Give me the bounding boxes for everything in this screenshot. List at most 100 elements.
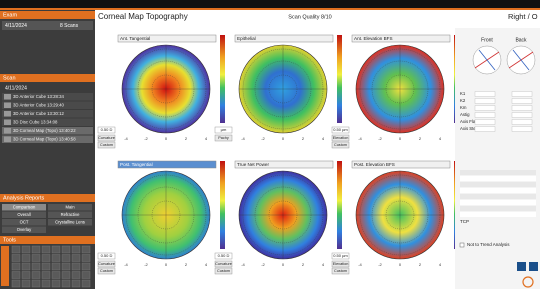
- label: 4/11/2024: [5, 85, 27, 91]
- tool-icon[interactable]: [72, 272, 80, 279]
- button-label: Custom: [217, 269, 230, 273]
- step-label: 0.50 µm: [333, 127, 348, 132]
- tool-icon[interactable]: [52, 246, 60, 253]
- map-title: Epithelial: [237, 36, 256, 41]
- tool-icon[interactable]: [62, 263, 70, 270]
- tool-icon[interactable]: [32, 272, 40, 279]
- value-box: [475, 120, 495, 125]
- button-label: OCT: [20, 219, 29, 224]
- tool-icon[interactable]: [62, 272, 70, 279]
- tool-icon[interactable]: [82, 272, 90, 279]
- button-label: Overall: [17, 212, 30, 217]
- tool-icon[interactable]: [42, 263, 50, 270]
- scan-icon: [4, 137, 11, 143]
- tool-icon[interactable]: [62, 280, 70, 287]
- map-title: Ant. Tangential: [120, 36, 150, 41]
- key-label: K2: [460, 98, 466, 103]
- tool-icon[interactable]: [42, 255, 50, 262]
- value-box: [475, 99, 495, 104]
- button-label: Curvature: [98, 262, 115, 266]
- tool-icon[interactable]: [52, 280, 60, 287]
- button-label: Curvature: [98, 136, 115, 140]
- logo-icon[interactable]: [517, 262, 526, 271]
- tool-icon[interactable]: [12, 255, 20, 262]
- tool-icon[interactable]: [12, 246, 20, 253]
- value-box: [512, 127, 532, 132]
- tool-icon[interactable]: [52, 263, 60, 270]
- tool-icon[interactable]: [52, 255, 60, 262]
- tool-icon[interactable]: [62, 246, 70, 253]
- value-box: [475, 127, 495, 132]
- color-scale: [220, 161, 225, 249]
- tool-icon[interactable]: [22, 246, 30, 253]
- button-label: Custom: [100, 269, 113, 273]
- tool-icon[interactable]: [72, 255, 80, 262]
- tool-icon[interactable]: [82, 280, 90, 287]
- table-row: [460, 176, 536, 181]
- button-label: Custom: [334, 269, 347, 273]
- checkbox-label: Not to Trend Analysis: [467, 242, 510, 247]
- map-title: Post. Tangential: [120, 162, 153, 167]
- section-title: Tools: [3, 237, 16, 243]
- step-label: 0.50 D: [218, 253, 230, 258]
- tool-tab: [1, 246, 9, 286]
- label: 8 Scans: [60, 23, 79, 29]
- step-label: µm: [221, 127, 227, 132]
- table-row: [460, 182, 536, 187]
- tool-icon[interactable]: [32, 263, 40, 270]
- tool-icon[interactable]: [72, 280, 80, 287]
- tool-icon[interactable]: [82, 246, 90, 253]
- color-scale: [337, 35, 342, 123]
- map-title: Post. Elevation BFS: [354, 162, 395, 167]
- tool-icon[interactable]: [12, 272, 20, 279]
- scan-icon: [4, 128, 11, 134]
- checkbox[interactable]: [460, 243, 464, 247]
- label: 3D Anterior Cube 13:29:40: [13, 102, 64, 107]
- map-title: Ant. Elevation BFS: [354, 36, 393, 41]
- tool-icon[interactable]: [62, 255, 70, 262]
- label: Back: [515, 37, 527, 43]
- table-row: [460, 206, 536, 211]
- tool-icon[interactable]: [32, 255, 40, 262]
- value-box: [475, 106, 495, 111]
- button-label: Curvature: [215, 262, 232, 266]
- label: Front: [481, 37, 493, 43]
- value-box: [512, 106, 532, 111]
- tool-icon[interactable]: [82, 263, 90, 270]
- value-box: [475, 92, 495, 97]
- tool-icon[interactable]: [42, 246, 50, 253]
- logo-icon[interactable]: [529, 262, 538, 271]
- tool-icon[interactable]: [22, 272, 30, 279]
- scan-icon: [4, 120, 11, 126]
- tool-icon[interactable]: [42, 272, 50, 279]
- color-scale: [337, 161, 342, 249]
- table-row: [460, 170, 536, 175]
- tool-icon[interactable]: [22, 280, 30, 287]
- step-label: 0.50 D: [101, 253, 113, 258]
- tool-icon[interactable]: [32, 246, 40, 253]
- tool-icon[interactable]: [22, 263, 30, 270]
- tool-icon[interactable]: [12, 263, 20, 270]
- value-box: [512, 92, 532, 97]
- page-title: Corneal Map Topography: [98, 12, 188, 21]
- scan-icon: [4, 103, 11, 109]
- label: 3D Corneal Map (Topo) 13:40:22: [13, 128, 76, 133]
- button-label: Elevation: [333, 262, 349, 266]
- tool-icon[interactable]: [22, 255, 30, 262]
- step-label: 0.50 D: [101, 127, 113, 132]
- key-label: Astig: [460, 112, 470, 117]
- scan-icon: [4, 111, 11, 117]
- button-label: Elevation: [333, 136, 349, 140]
- table-row: [460, 212, 536, 217]
- tool-icon[interactable]: [12, 280, 20, 287]
- tool-icon[interactable]: [52, 272, 60, 279]
- tool-icon[interactable]: [72, 246, 80, 253]
- tool-icon[interactable]: [42, 280, 50, 287]
- tool-icon[interactable]: [32, 280, 40, 287]
- table-label: TCP: [460, 219, 469, 224]
- key-label: K1: [460, 91, 466, 96]
- tool-icon[interactable]: [72, 263, 80, 270]
- tool-icon[interactable]: [82, 255, 90, 262]
- map-title: True Net Power: [237, 162, 269, 167]
- key-label: Axis Flat: [460, 119, 477, 124]
